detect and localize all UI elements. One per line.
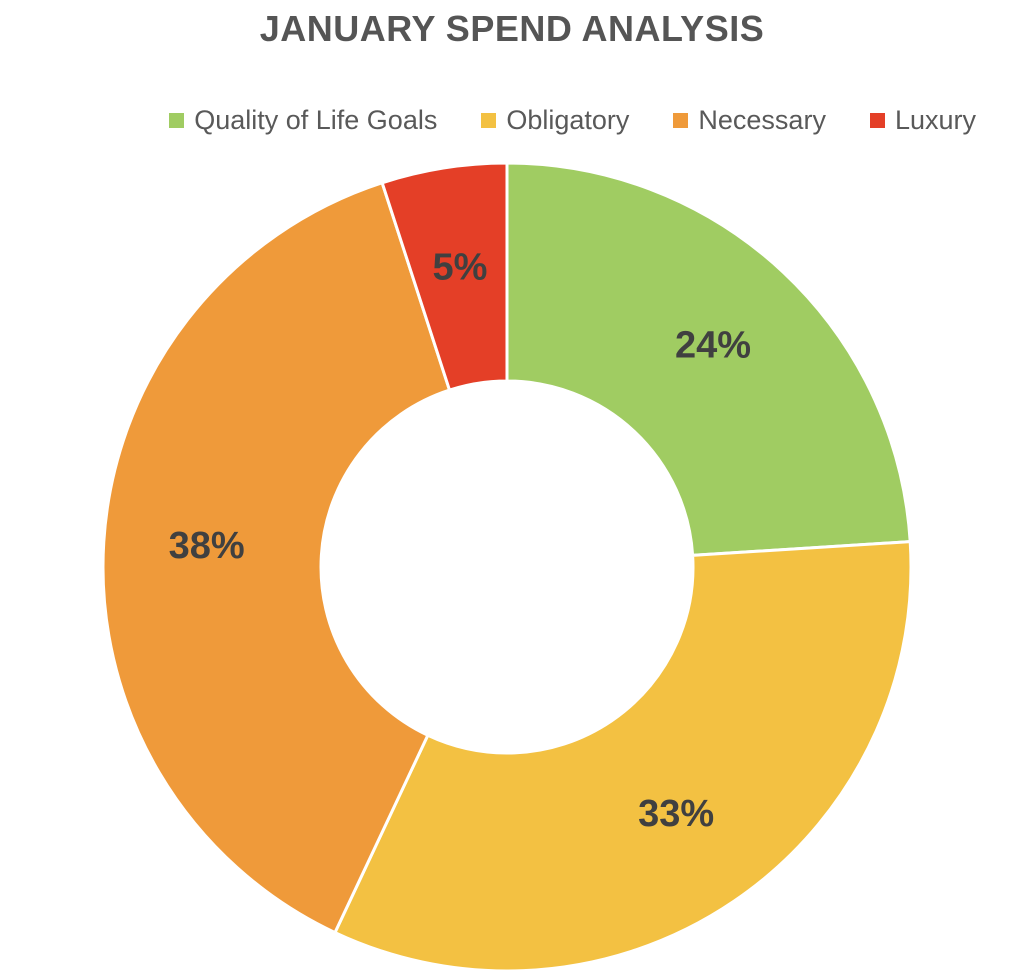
legend-swatch <box>169 112 185 128</box>
donut-slice <box>332 540 913 973</box>
legend-item: Quality of Life Goals <box>169 105 437 136</box>
slice-data-label: 24% <box>675 325 751 367</box>
legend-item: Luxury <box>869 104 976 136</box>
donut-slice <box>101 180 452 935</box>
donut-slice <box>505 161 912 557</box>
legend-item: Necessary <box>673 105 826 136</box>
slice-data-label: 5% <box>432 247 487 289</box>
legend-swatch <box>481 112 497 128</box>
legend-item: Obligatory <box>481 105 629 136</box>
legend: Quality of Life Goals Obligatory Necessary… <box>0 100 1024 140</box>
legend-label: Luxury <box>894 104 976 135</box>
legend-swatch <box>869 112 885 128</box>
donut-slice <box>380 161 509 392</box>
legend-label: Necessary <box>698 104 826 135</box>
legend-label: Obligatory <box>506 104 630 135</box>
slice-data-label: 33% <box>638 793 714 835</box>
chart-title: JANUARY SPEND ANALYSIS <box>259 8 765 49</box>
legend-swatch <box>673 112 689 128</box>
slice-data-label: 38% <box>169 525 245 567</box>
legend-label: Quality of Life Goals <box>194 104 438 135</box>
